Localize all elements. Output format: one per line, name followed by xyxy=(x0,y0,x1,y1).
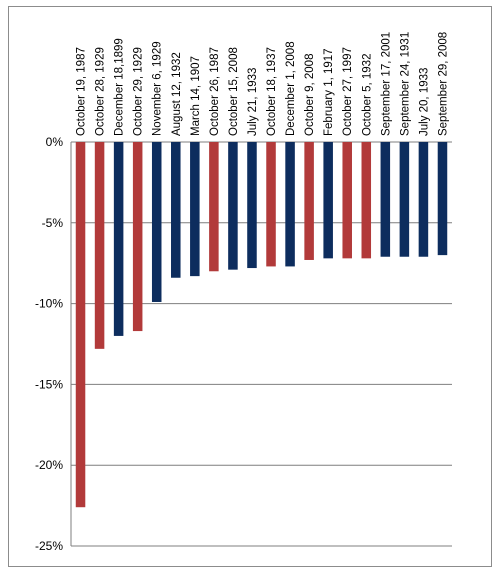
category-label: July 21, 1933 xyxy=(247,68,259,136)
bar xyxy=(399,142,410,257)
category-label: February 1, 1917 xyxy=(323,48,335,136)
category-label: October 27, 1997 xyxy=(342,47,354,136)
category-label: September 29, 2008 xyxy=(437,32,449,136)
category-label: August 12, 1932 xyxy=(171,52,183,136)
y-tick-label: 0% xyxy=(46,135,64,149)
bar xyxy=(266,142,276,267)
category-label: October 18, 1937 xyxy=(266,47,278,136)
category-label: March 14, 1907 xyxy=(190,56,202,136)
bar xyxy=(380,142,391,257)
category-label: October 5, 1932 xyxy=(361,54,373,136)
bar xyxy=(132,142,143,332)
bar xyxy=(285,142,295,267)
y-tick-label: -25% xyxy=(35,539,63,553)
bar xyxy=(361,142,372,259)
bar xyxy=(342,142,352,259)
category-label: October 26, 1987 xyxy=(209,47,221,136)
bar xyxy=(94,142,105,349)
category-label: December 18,1899 xyxy=(114,38,126,136)
category-label: October 9, 2008 xyxy=(304,54,316,136)
category-label: October 28, 1929 xyxy=(95,47,107,136)
bar xyxy=(75,142,86,508)
bar xyxy=(209,142,219,272)
bar xyxy=(247,142,257,269)
bar xyxy=(151,142,162,302)
bar xyxy=(418,142,429,257)
y-tick-label: -15% xyxy=(35,377,63,391)
bar xyxy=(304,142,314,260)
category-label: September 17, 2001 xyxy=(380,32,392,136)
bar xyxy=(171,142,181,278)
bar xyxy=(323,142,333,259)
bar xyxy=(190,142,200,277)
y-tick-label: -20% xyxy=(35,458,63,472)
category-label: November 6, 1929 xyxy=(152,41,164,136)
y-tick-label: -10% xyxy=(35,297,63,311)
category-label: October 15, 2008 xyxy=(228,47,240,136)
category-label: July 20, 1933 xyxy=(418,68,430,136)
category-label: September 24, 1931 xyxy=(399,32,411,136)
bar xyxy=(113,142,124,336)
chart-frame xyxy=(8,6,492,567)
bar xyxy=(228,142,238,270)
y-tick-label: -5% xyxy=(42,216,64,230)
category-label: October 29, 1929 xyxy=(133,47,145,136)
bar xyxy=(437,142,448,256)
category-label: December 1, 2008 xyxy=(285,41,297,136)
category-label: October 19, 1987 xyxy=(76,47,88,136)
